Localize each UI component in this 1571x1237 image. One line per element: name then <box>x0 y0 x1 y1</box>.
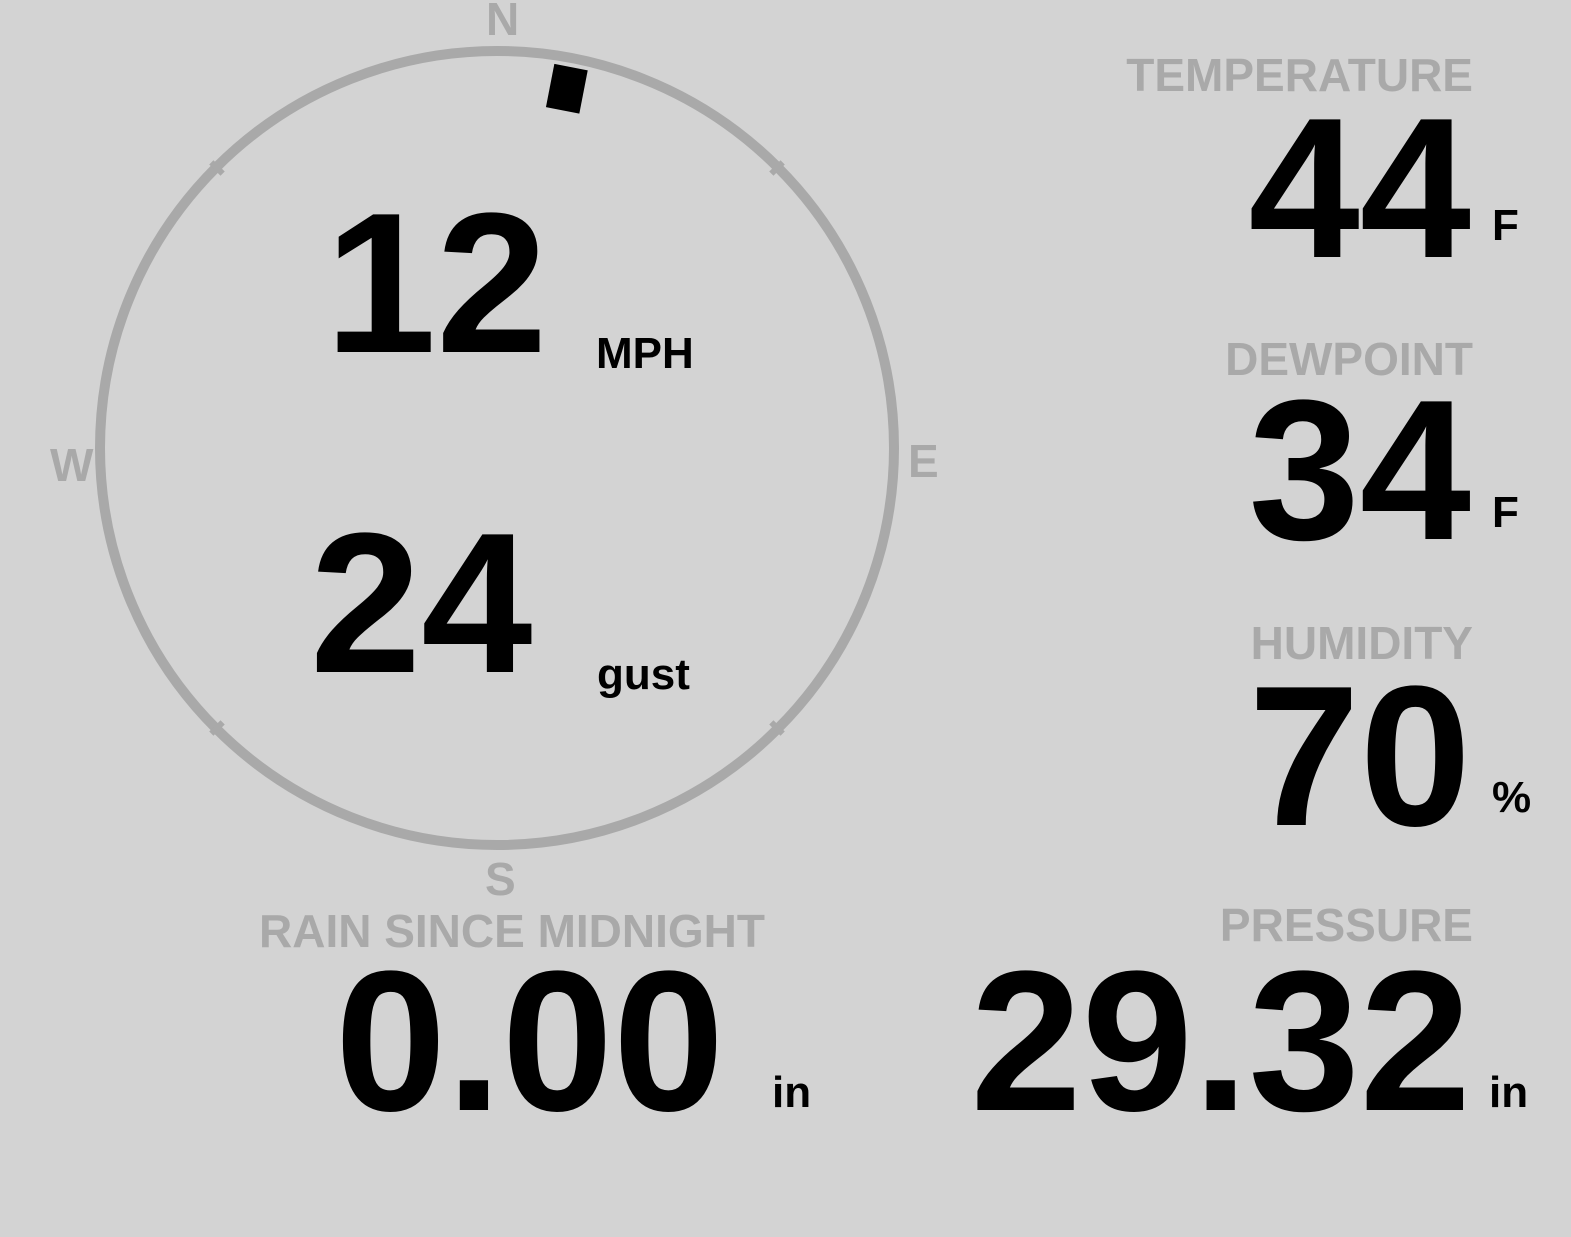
humidity-label: HUMIDITY <box>1250 617 1473 669</box>
humidity-unit: % <box>1492 773 1532 822</box>
dewpoint-label: DEWPOINT <box>1225 333 1473 385</box>
humidity-value: 70 <box>1248 645 1471 868</box>
wind-compass <box>95 46 899 850</box>
compass-east-label: E <box>908 435 939 487</box>
dewpoint-unit: F <box>1492 488 1519 537</box>
compass-tick <box>769 160 785 176</box>
dewpoint-value: 34 <box>1248 359 1471 582</box>
rain-value: 0.00 <box>335 930 725 1153</box>
wind-gust-unit: gust <box>597 650 690 699</box>
pressure-label: PRESSURE <box>1219 899 1473 951</box>
wind-speed-value: 12 <box>325 172 548 395</box>
temperature-value: 44 <box>1248 77 1471 300</box>
compass-ring <box>95 46 899 850</box>
temperature-unit: F <box>1492 201 1519 250</box>
compass-north-label: N <box>486 0 520 45</box>
wind-direction-marker <box>545 63 588 114</box>
temperature-label: TEMPERATURE <box>1126 49 1473 101</box>
compass-tick <box>769 720 785 736</box>
compass-south-label: S <box>485 853 516 905</box>
rain-unit: in <box>772 1068 812 1117</box>
pressure-unit: in <box>1489 1068 1529 1117</box>
wind-gust-value: 24 <box>310 492 533 715</box>
compass-west-label: W <box>50 439 94 491</box>
compass-tick <box>209 720 225 736</box>
wind-speed-unit: MPH <box>596 329 694 378</box>
compass-tick <box>209 160 225 176</box>
rain-label: RAIN SINCE MIDNIGHT <box>259 905 765 957</box>
pressure-value: 29.32 <box>970 930 1472 1153</box>
